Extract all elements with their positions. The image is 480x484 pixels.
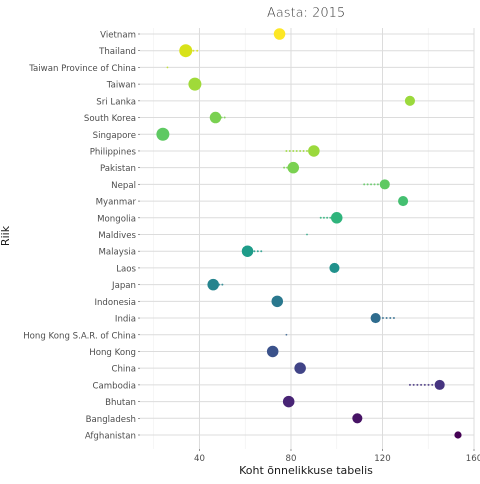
data-point [179,44,193,58]
y-tick-label: Philippines [90,147,137,157]
y-tick-label: Bangladesh [86,415,136,425]
trail-dot [299,149,302,152]
trail-dot [389,317,392,320]
data-point [287,161,300,174]
trail-dot [366,183,369,186]
y-tick-label: Mongolia [97,214,136,224]
trail-dot [408,383,411,386]
trail-dot [423,383,426,386]
trail-dot [223,116,226,119]
trail-dot [283,166,286,169]
x-tick-label: 40 [194,454,205,464]
data-point [330,212,343,224]
trail-dot [285,149,288,152]
y-axis-label: Riik [0,225,12,246]
trail-dot [373,183,376,186]
x-axis-label: Koht õnnelikkuse tabelis [239,464,373,477]
y-tick-label: Vietnam [100,31,136,41]
trail-dot [221,283,224,286]
data-point [271,295,284,308]
trail-dot [306,233,308,236]
data-point [398,196,409,207]
trail-dot [253,250,256,253]
y-tick-label: Afghanistan [85,432,136,442]
x-tick-label: 160 [466,454,480,464]
y-tick-label: Bhutan [105,398,136,408]
trail-dot [306,149,308,152]
y-tick-label: China [111,365,136,375]
y-tick-label: Japan [111,281,136,291]
y-tick-label: Nepal [111,181,136,191]
y-tick-label: Sri Lanka [96,97,136,107]
y-tick-label: Singapore [93,131,136,141]
trail-dot [260,250,263,253]
data-point [282,395,295,408]
trail-dot [192,49,195,52]
trail-dot [322,216,325,219]
data-point [329,262,340,273]
trail-dot [295,149,298,152]
trail-dot [326,216,329,219]
trail-dot [166,66,169,69]
y-tick-label: Thailand [98,47,136,57]
x-tick-label: 80 [286,454,297,464]
data-point [241,245,254,257]
trail-dot [319,216,322,219]
trail-dot [381,317,384,320]
trail-dot [196,49,199,52]
data-point [156,127,170,141]
trail-dot [285,333,288,336]
x-tick-label: 120 [374,454,390,464]
data-point [207,278,219,291]
y-tick-label: Hong Kong S.A.R. of China [23,331,136,341]
trail-dot [420,383,423,386]
y-tick-label: South Korea [84,114,136,124]
data-point [188,77,202,91]
trail-dot [412,383,415,386]
data-point [308,145,320,157]
y-tick-label: Hong Kong [89,348,136,358]
trail-dot [292,149,295,152]
y-tick-label: Pakistan [100,164,136,174]
trail-dot [431,383,434,386]
data-point [266,345,279,358]
y-tick-label: Taiwan Province of China [28,64,136,74]
grid-lines [140,28,475,449]
plot-panel [140,28,474,449]
trail-dot [427,383,430,386]
trail-dot [363,183,366,186]
trail-dot [416,383,419,386]
trail-dot [370,183,373,186]
trail-dot [376,183,379,186]
data-point [294,362,306,374]
data-point [434,379,445,390]
data-point [370,313,381,324]
y-tick-label: Maldives [98,231,136,241]
y-tick-label: Malaysia [98,248,136,258]
chart-title: Aasta: 2015 [267,6,345,21]
y-tick-label: Cambodia [93,381,136,391]
data-point [404,95,415,106]
y-tick-labels: Afghanistan Bangladesh Bhutan Cambodia China… [23,31,140,442]
y-tick-label: Indonesia [94,298,136,308]
x-tick-labels: 40 80 120 160 [194,449,480,464]
trail-dot [288,149,291,152]
data-point [379,179,390,190]
data-point [209,111,222,124]
trail-dot [256,250,259,253]
y-tick-label: India [115,315,136,325]
trail-dot [329,216,332,219]
data-points [156,28,462,439]
trail-dot [302,149,305,152]
data-point [352,413,363,424]
data-point [454,431,462,439]
y-tick-label: Taiwan [106,81,136,91]
y-tick-label: Laos [116,264,136,274]
data-point [273,28,286,40]
y-tick-label: Myanmar [96,198,137,208]
trail-dot [392,317,395,320]
trail-dot [385,317,388,320]
